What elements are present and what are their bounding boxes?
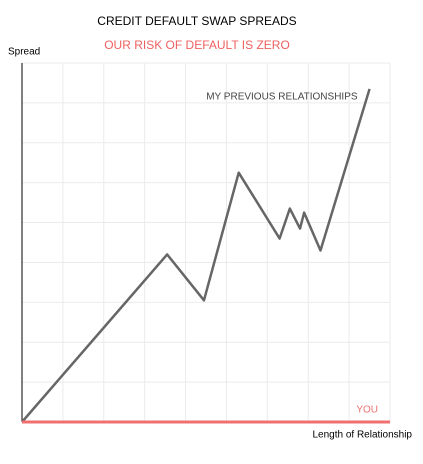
series-line bbox=[21, 88, 371, 423]
chart-subtitle: OUR RISK OF DEFAULT IS ZERO bbox=[104, 38, 290, 52]
series-label: MY PREVIOUS RELATIONSHIPS bbox=[206, 92, 358, 103]
chart-title: CREDIT DEFAULT SWAP SPREADS bbox=[97, 14, 296, 28]
x-axis-label: Length of Relationship bbox=[312, 430, 412, 441]
y-axis-label: Spread bbox=[8, 47, 40, 58]
series-label: YOU bbox=[356, 405, 378, 416]
